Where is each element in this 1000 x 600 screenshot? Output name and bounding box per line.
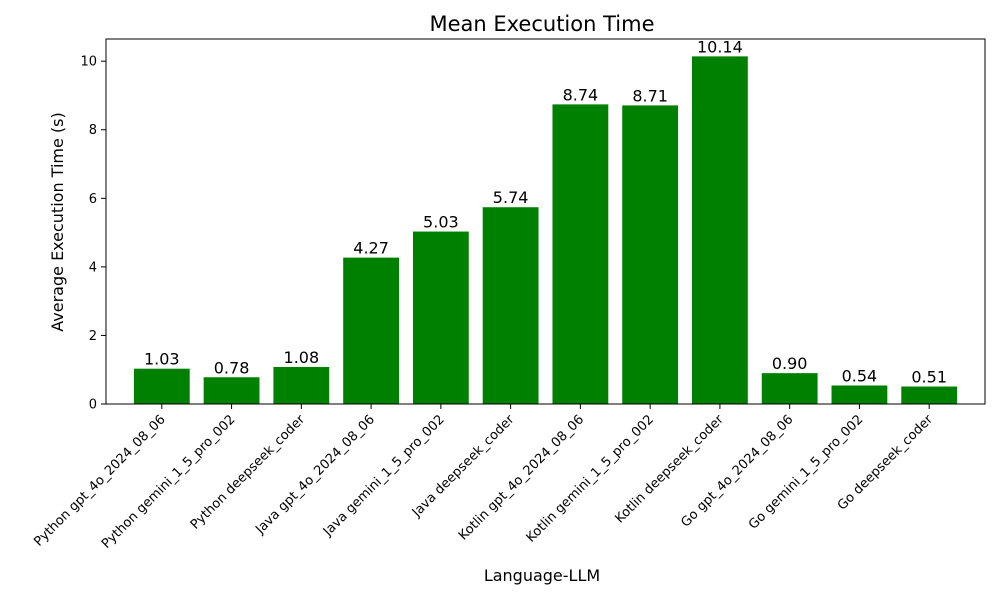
y-tick-label: 10 xyxy=(80,55,97,70)
data-label: 0.54 xyxy=(842,366,878,385)
x-tick-label: Python gpt_4o_2024_08_06 xyxy=(31,412,168,549)
chart-title: Mean Execution Time xyxy=(429,12,654,36)
bar xyxy=(412,231,469,404)
bar xyxy=(203,377,260,404)
y-tick-label: 8 xyxy=(89,123,97,138)
bar xyxy=(622,105,679,405)
x-tick-label: Java gpt_4o_2024_08_06 xyxy=(252,412,378,538)
data-label: 10.14 xyxy=(697,37,743,56)
data-label: 5.03 xyxy=(423,213,459,232)
data-label: 8.74 xyxy=(563,85,599,104)
bar xyxy=(343,257,399,404)
bar xyxy=(552,104,609,404)
y-tick-label: 2 xyxy=(89,329,97,344)
x-tick-label: Kotlin gpt_4o_2024_08_06 xyxy=(456,412,587,543)
x-tick-label: Kotlin gemini_1_5_pro_002 xyxy=(524,412,657,545)
bar xyxy=(482,207,539,404)
plot-frame xyxy=(105,38,986,405)
bar xyxy=(273,366,330,404)
data-label: 0.78 xyxy=(214,358,250,377)
data-label: 1.03 xyxy=(144,350,180,369)
bar xyxy=(692,56,748,404)
data-label: 4.27 xyxy=(353,239,389,258)
x-tick-label: Java gemini_1_5_pro_002 xyxy=(320,412,448,540)
y-axis-ticks: 0 2 4 6 8 10 xyxy=(80,55,106,413)
data-label: 1.08 xyxy=(284,348,320,367)
x-tick-label: Go gemini_1_5_pro_002 xyxy=(746,412,866,532)
bar xyxy=(133,368,190,404)
y-tick-label: 0 xyxy=(89,398,97,413)
data-label: 0.51 xyxy=(911,368,947,387)
x-tick-label: Go gpt_4o_2024_08_06 xyxy=(678,412,796,530)
bar xyxy=(761,373,818,404)
x-tick-label: Python gemini_1_5_pro_002 xyxy=(99,412,238,551)
bars-layer: 1.03 0.78 1.08 4.27 5.03 5.74 8.74 8.71 10.14 0.9… xyxy=(133,37,958,405)
data-label: 8.71 xyxy=(632,86,668,105)
data-label: 0.90 xyxy=(772,354,808,373)
data-label: 5.74 xyxy=(493,188,529,207)
bar xyxy=(901,386,958,404)
y-axis-title: Average Execution Time (s) xyxy=(48,112,67,331)
y-tick-label: 4 xyxy=(89,260,97,275)
bar xyxy=(831,385,888,404)
x-tick-label: Python deepseek_coder xyxy=(188,412,309,533)
y-tick-label: 6 xyxy=(89,192,97,207)
x-axis-title: Language-LLM xyxy=(484,566,600,585)
